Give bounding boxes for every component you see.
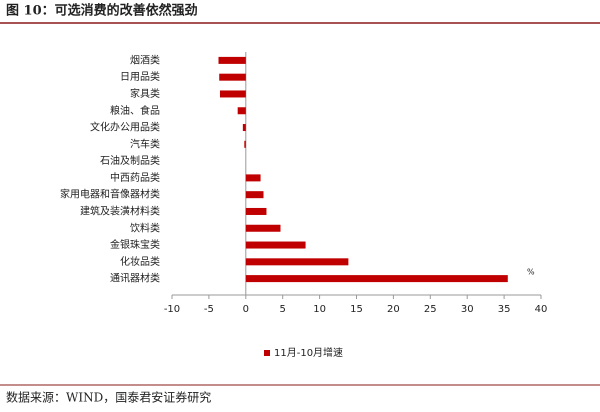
x-tick-label: 0 <box>243 304 249 315</box>
y-tick-label: 化妆品类 <box>120 255 160 268</box>
x-tick-label: 20 <box>387 304 400 315</box>
y-tick-label: 文化办公用品类 <box>90 121 160 134</box>
bar <box>242 124 246 132</box>
x-tick-label: 40 <box>535 304 548 315</box>
bar <box>218 56 246 64</box>
x-tick-label: 30 <box>461 304 474 315</box>
bar <box>245 241 306 249</box>
chart-title: 图 10：可选消费的改善依然强劲 <box>6 3 198 19</box>
x-tick-label: -5 <box>204 304 214 315</box>
y-tick-label: 饮料类 <box>130 221 160 234</box>
y-tick-label: 通讯器材类 <box>110 272 160 285</box>
y-tick-label: 建筑及装潢材料类 <box>80 204 160 217</box>
legend-swatch <box>264 350 270 356</box>
bar <box>245 191 264 199</box>
bar <box>245 174 261 182</box>
x-tick-label: 25 <box>424 304 437 315</box>
bar <box>219 90 246 98</box>
bar <box>245 207 267 215</box>
bar <box>219 73 246 81</box>
y-tick-label: 日用品类 <box>120 70 160 83</box>
y-tick-label: 金银珠宝类 <box>110 238 160 251</box>
y-tick-label: 粮油、食品 <box>110 104 160 117</box>
x-tick-label: 15 <box>350 304 363 315</box>
x-tick-label: 35 <box>498 304 511 315</box>
legend-label: 11月-10月增速 <box>274 346 343 359</box>
y-tick-label: 烟酒类 <box>130 53 160 66</box>
y-tick-label: 中西药品类 <box>110 171 160 184</box>
y-tick-label: 石油及制品类 <box>100 154 160 167</box>
unit-label: % <box>527 268 535 277</box>
y-tick-label: 家用电器和音像器材类 <box>60 188 160 201</box>
bar <box>237 107 246 115</box>
x-tick-label: 10 <box>313 304 326 315</box>
bar <box>245 275 508 283</box>
y-tick-label: 家具类 <box>130 87 160 100</box>
bar <box>245 224 281 232</box>
x-tick-label: -10 <box>164 304 180 315</box>
bar <box>244 140 246 148</box>
source: 数据来源：WIND，国泰君安证券研究 <box>6 390 211 405</box>
y-tick-label: 汽车类 <box>130 137 160 150</box>
bar <box>245 258 349 266</box>
x-tick-label: 5 <box>280 304 286 315</box>
